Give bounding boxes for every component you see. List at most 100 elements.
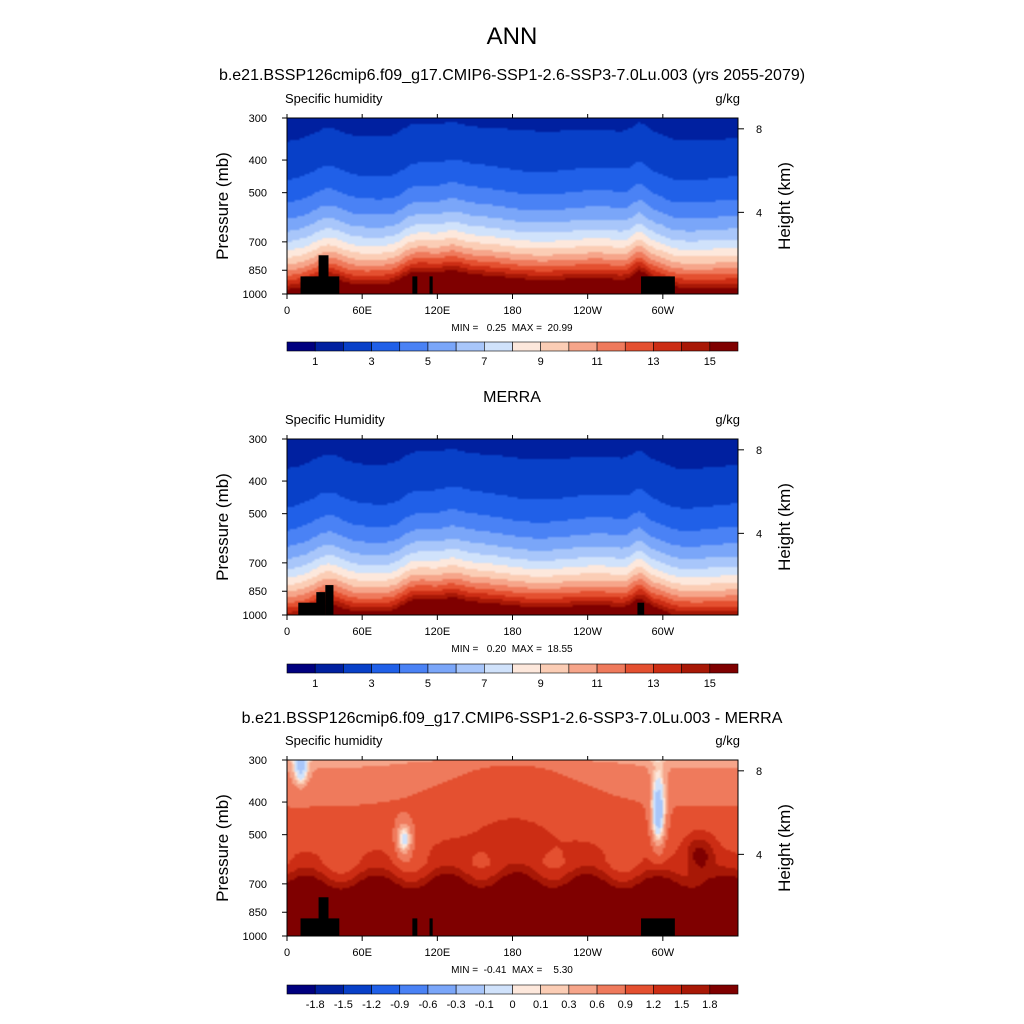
colorbar-label: -0.1	[475, 999, 494, 1011]
colorbar-swatch	[484, 663, 513, 674]
colorbar-swatch	[455, 341, 485, 352]
y-tick-label: 850	[249, 907, 267, 919]
panel-3: b.e21.BSSP126cmip6.f09_g17.CMIP6-SSP1-2.…	[213, 710, 794, 1011]
y2-tick-label: 4	[756, 207, 762, 219]
y-tick-label: 500	[249, 830, 267, 842]
colorbar-label: -0.3	[447, 999, 466, 1011]
colorbar-swatch	[624, 984, 654, 995]
variable-label: Specific humidity	[285, 733, 383, 748]
x-tick-label: 60E	[352, 947, 372, 959]
colorbar: 1 3 5 7 9 11 13 15	[286, 663, 739, 690]
x-tick-label: 120W	[573, 305, 602, 317]
min-max-stats: MIN = 0.25 MAX = 20.99	[451, 323, 573, 334]
colorbar-swatch	[596, 984, 626, 995]
y-tick-label: 500	[249, 188, 267, 200]
y-tick-label: 400	[249, 476, 267, 488]
x-tick-label: 120E	[424, 626, 450, 638]
variable-label: Specific Humidity	[285, 412, 385, 427]
topography-mask	[318, 255, 329, 294]
colorbar-label: -1.5	[334, 999, 353, 1011]
colorbar-label: 5	[425, 678, 431, 690]
colorbar-swatch	[427, 984, 457, 995]
x-tick-label: 120E	[424, 305, 450, 317]
colorbar-swatch	[314, 341, 344, 352]
topography-mask	[328, 276, 340, 294]
colorbar-label: 15	[704, 356, 716, 368]
colorbar-swatch	[512, 984, 541, 995]
y-tick-label: 700	[249, 558, 267, 570]
colorbar-swatch	[653, 984, 682, 995]
colorbar-swatch	[596, 663, 626, 674]
y-tick-label: 700	[249, 879, 267, 891]
colorbar-label: 9	[538, 678, 544, 690]
colorbar-swatch	[455, 663, 485, 674]
colorbar-label: 13	[647, 678, 659, 690]
colorbar-label: -1.8	[306, 999, 325, 1011]
y-axis-label: Pressure (mb)	[213, 473, 232, 581]
colorbar-swatch	[540, 984, 570, 995]
y2-axis-label: Height (km)	[775, 804, 794, 892]
y-tick-label: 300	[249, 434, 267, 446]
y2-axis-label: Height (km)	[775, 483, 794, 571]
min-max-stats: MIN = 0.20 MAX = 18.55	[451, 644, 573, 655]
x-tick-label: 120E	[424, 947, 450, 959]
colorbar-swatch	[681, 341, 711, 352]
colorbar-label: 1	[312, 678, 318, 690]
panel-2: MERRA Specific Humidity g/kg 0 60E 120E 180 120…	[213, 389, 794, 690]
topography-mask	[298, 602, 319, 615]
y-tick-label: 400	[249, 797, 267, 809]
colorbar-swatch	[568, 341, 598, 352]
colorbar-swatch	[371, 341, 401, 352]
topography-mask	[316, 592, 326, 615]
colorbar-swatch	[286, 984, 316, 995]
figure-title: ANN	[487, 23, 538, 50]
colorbar-swatch	[653, 341, 682, 352]
topography-mask	[641, 276, 675, 294]
contour-field	[287, 760, 738, 936]
y-axis-label: Pressure (mb)	[213, 152, 232, 260]
contour-field	[287, 118, 738, 294]
colorbar-label: 15	[704, 678, 716, 690]
panels: b.e21.BSSP126cmip6.f09_g17.CMIP6-SSP1-2.…	[213, 67, 805, 1011]
colorbar-swatch	[512, 663, 541, 674]
topography-mask	[318, 897, 329, 936]
y-tick-label: 1000	[243, 931, 267, 943]
panel-title: MERRA	[483, 389, 541, 406]
topography-mask	[300, 918, 324, 936]
colorbar-swatch	[314, 663, 344, 674]
colorbar-swatch	[484, 341, 513, 352]
colorbar-swatch	[568, 663, 598, 674]
topography-mask	[412, 918, 418, 936]
colorbar-swatch	[427, 341, 457, 352]
y-tick-label: 400	[249, 155, 267, 167]
topography-mask	[637, 602, 645, 615]
colorbar-swatch	[371, 663, 401, 674]
topography-mask	[300, 276, 324, 294]
panel-title: b.e21.BSSP126cmip6.f09_g17.CMIP6-SSP1-2.…	[242, 710, 783, 727]
colorbar-swatch	[568, 984, 598, 995]
colorbar-label: 0	[509, 999, 515, 1011]
colorbar-label: 13	[647, 356, 659, 368]
y2-tick-label: 8	[756, 445, 762, 457]
topography-mask	[641, 918, 675, 936]
colorbar-swatch	[343, 663, 372, 674]
topography-mask	[429, 276, 433, 294]
colorbar-label: 1	[312, 356, 318, 368]
colorbar-label: 0.6	[589, 999, 604, 1011]
colorbar-swatch	[624, 341, 654, 352]
x-tick-label: 120W	[573, 626, 602, 638]
x-tick-label: 0	[284, 305, 290, 317]
colorbar-swatch	[709, 663, 739, 674]
y-axis-label: Pressure (mb)	[213, 794, 232, 902]
colorbar-swatch	[709, 341, 739, 352]
colorbar-label: 7	[481, 356, 487, 368]
colorbar-swatch	[540, 663, 570, 674]
colorbar-label: 9	[538, 356, 544, 368]
colorbar-label: 0.1	[533, 999, 548, 1011]
colorbar: 1 3 5 7 9 11 13 15	[286, 341, 739, 368]
y-tick-label: 700	[249, 237, 267, 249]
colorbar-label: 1.2	[646, 999, 661, 1011]
colorbar-swatch	[484, 984, 513, 995]
colorbar-swatch	[399, 341, 429, 352]
